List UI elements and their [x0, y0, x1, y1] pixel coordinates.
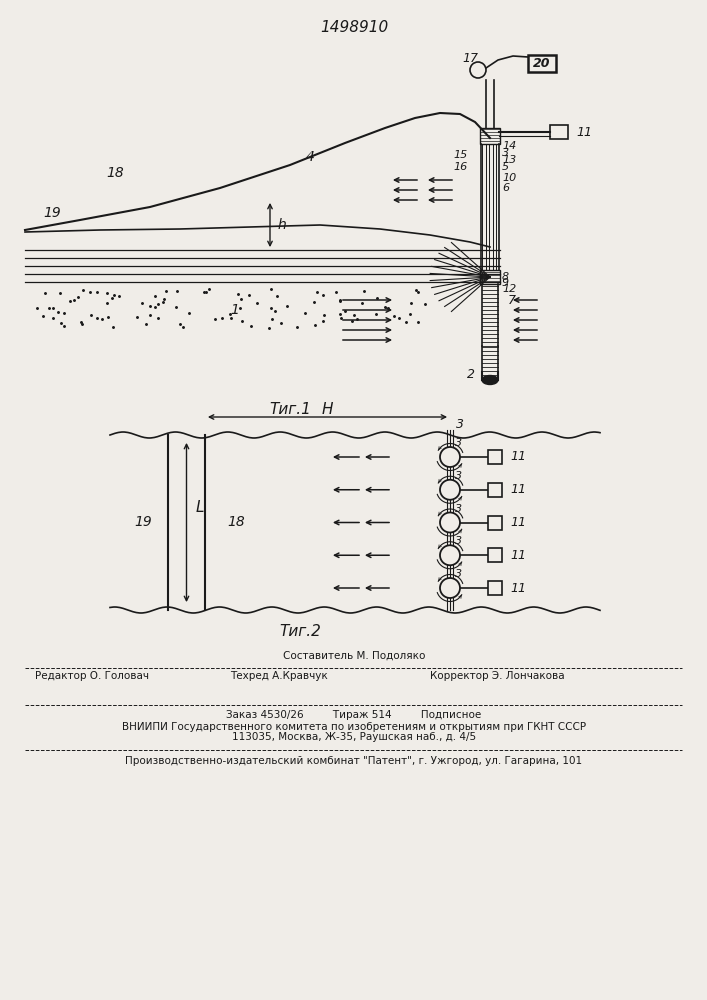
Bar	[480, 128, 500, 144]
Text: 12: 12	[502, 284, 516, 294]
Text: 7: 7	[508, 294, 516, 306]
Text: 9: 9	[502, 278, 509, 288]
Text: 4: 4	[305, 150, 315, 164]
Text: Τиг.1: Τиг.1	[269, 402, 311, 418]
Text: 1: 1	[230, 303, 240, 317]
Bar	[488, 548, 502, 562]
Text: 1498910: 1498910	[320, 20, 388, 35]
Text: Заказ 4530/26         Тираж 514         Подписное: Заказ 4530/26 Тираж 514 Подписное	[226, 710, 481, 720]
Bar	[488, 483, 502, 497]
Text: 19: 19	[134, 516, 152, 530]
Text: 5: 5	[502, 162, 509, 172]
Text: 11: 11	[576, 125, 592, 138]
Text: Τиг.2: Τиг.2	[279, 624, 321, 640]
Text: 11: 11	[510, 450, 526, 464]
Text: h: h	[278, 218, 287, 232]
Bar	[480, 270, 500, 284]
Text: 19: 19	[43, 206, 61, 220]
Text: Производственно-издательский комбинат "Патент", г. Ужгород, ул. Гагарина, 101: Производственно-издательский комбинат "П…	[125, 756, 583, 766]
Text: 3: 3	[455, 438, 462, 448]
Text: Составитель М. Подоляко: Составитель М. Подоляко	[283, 651, 425, 661]
Text: 3: 3	[456, 418, 464, 432]
Text: L: L	[195, 500, 204, 515]
Text: 14: 14	[502, 141, 516, 151]
Ellipse shape	[482, 375, 498, 384]
Text: 3: 3	[502, 148, 509, 158]
Bar	[528, 55, 556, 72]
Text: 10: 10	[502, 173, 516, 183]
Text: 18: 18	[106, 166, 124, 180]
Text: 15: 15	[454, 150, 468, 160]
Circle shape	[470, 62, 486, 78]
Text: 20: 20	[533, 57, 551, 70]
Bar	[488, 516, 502, 530]
Text: 3: 3	[455, 471, 462, 481]
Text: 113035, Москва, Ж-35, Раушская наб., д. 4/5: 113035, Москва, Ж-35, Раушская наб., д. …	[232, 732, 476, 742]
Text: 3: 3	[455, 569, 462, 579]
Text: 2: 2	[467, 368, 475, 381]
Text: 11: 11	[510, 582, 526, 594]
Text: 11: 11	[510, 516, 526, 529]
Bar	[550, 125, 568, 139]
Text: H: H	[322, 401, 333, 416]
Text: 8: 8	[502, 272, 509, 282]
Text: 11: 11	[510, 483, 526, 496]
Circle shape	[440, 447, 460, 467]
Bar	[488, 450, 502, 464]
Text: 16: 16	[454, 162, 468, 172]
Text: 3: 3	[455, 504, 462, 514]
Text: ВНИИПИ Государственного комитета по изобретениям и открытиям при ГКНТ СССР: ВНИИПИ Государственного комитета по изоб…	[122, 722, 586, 732]
Text: Корректор Э. Лончакова: Корректор Э. Лончакова	[430, 671, 565, 681]
Text: 11: 11	[510, 549, 526, 562]
Text: 6: 6	[502, 183, 509, 193]
Text: 13: 13	[502, 155, 516, 165]
Text: Техред А.Кравчук: Техред А.Кравчук	[230, 671, 328, 681]
Circle shape	[440, 512, 460, 532]
Circle shape	[440, 480, 460, 500]
Text: Редактор О. Головач: Редактор О. Головач	[35, 671, 149, 681]
Bar	[488, 581, 502, 595]
Text: 17: 17	[462, 51, 478, 64]
Circle shape	[440, 578, 460, 598]
Text: 18: 18	[227, 516, 245, 530]
Text: 3: 3	[455, 536, 462, 546]
Circle shape	[440, 545, 460, 565]
